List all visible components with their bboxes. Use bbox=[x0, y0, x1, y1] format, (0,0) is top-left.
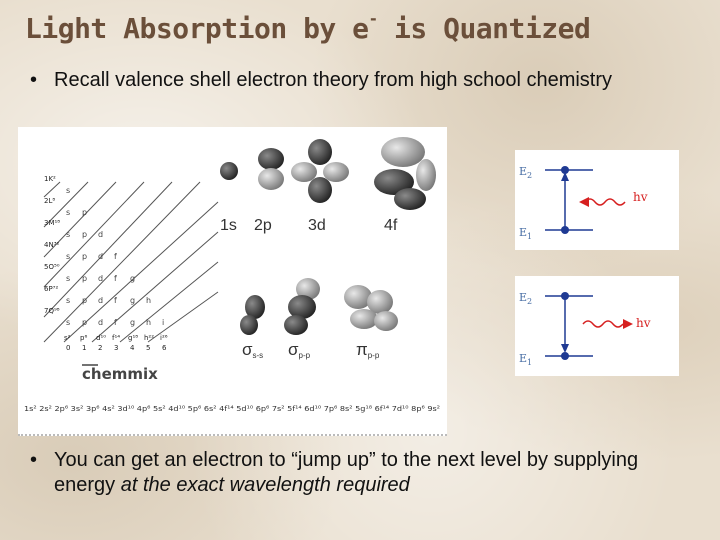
svg-text:d: d bbox=[98, 230, 103, 239]
shell-label: 1K² bbox=[44, 175, 56, 183]
svg-text:p: p bbox=[82, 208, 87, 217]
svg-text:h: h bbox=[146, 296, 151, 305]
level-label-lower: E1 bbox=[519, 226, 532, 241]
bullet-text: You can get an electron to “jump up” to … bbox=[54, 449, 639, 496]
svg-text:s: s bbox=[66, 208, 70, 217]
shell-labels: 1K² 2L⁸ 3M¹⁸ 4N³² 5O⁵⁰ 6P⁷² 7Q⁹⁸ bbox=[44, 175, 60, 315]
svg-text:g: g bbox=[130, 318, 135, 327]
svg-text:h²²: h²² bbox=[144, 334, 154, 342]
svg-text:s: s bbox=[66, 274, 70, 283]
svg-text:i: i bbox=[162, 318, 164, 327]
photon-arrow-icon bbox=[579, 197, 589, 207]
photon-wave-icon bbox=[584, 198, 626, 206]
energy-diagram-emission: E2 E1 hv bbox=[515, 276, 679, 376]
svg-text:s: s bbox=[66, 230, 70, 239]
photon-label: hv bbox=[636, 316, 651, 330]
photon-wave-icon bbox=[582, 320, 624, 328]
energy-diagram-absorption: E2 E1 hv bbox=[515, 150, 679, 250]
svg-text:s²: s² bbox=[64, 334, 71, 342]
bonding-label-sigma-pp: σp-p bbox=[288, 340, 311, 360]
aufbau-arrows bbox=[43, 181, 219, 343]
bullet-dot: • bbox=[30, 69, 38, 91]
svg-text:s: s bbox=[66, 296, 70, 305]
level-label-upper: E2 bbox=[519, 291, 532, 306]
svg-text:d: d bbox=[98, 252, 103, 261]
bullet-text: Recall valence shell electron theory fro… bbox=[54, 69, 613, 91]
arrow-up-icon bbox=[561, 172, 569, 181]
orbital-1s-shape bbox=[220, 162, 238, 180]
bonding-s-s-shape bbox=[240, 295, 265, 335]
arrow-down-icon bbox=[561, 344, 569, 353]
photon-label: hv bbox=[633, 190, 648, 204]
svg-text:5: 5 bbox=[146, 344, 150, 352]
level-label-upper: E2 bbox=[519, 165, 532, 180]
svg-text:g: g bbox=[130, 296, 135, 305]
svg-text:p: p bbox=[82, 230, 87, 239]
shell-label: 5O⁵⁰ bbox=[44, 263, 60, 271]
slide-title: Light Absorption by e- is Quantized bbox=[25, 8, 591, 45]
svg-text:d: d bbox=[98, 318, 103, 327]
shell-label: 6P⁷² bbox=[44, 285, 58, 293]
svg-text:f: f bbox=[114, 274, 117, 283]
bonding-p-p-sigma-shape bbox=[284, 278, 320, 335]
svg-text:f¹⁴: f¹⁴ bbox=[112, 334, 120, 342]
electron-dot bbox=[561, 226, 569, 234]
shell-label: 4N³² bbox=[44, 241, 59, 249]
svg-text:0: 0 bbox=[66, 344, 70, 352]
orbital-labels: 1s 2p 3d 4f bbox=[220, 217, 398, 234]
level-label-lower: E1 bbox=[519, 352, 532, 367]
svg-text:f: f bbox=[114, 252, 117, 261]
svg-text:d: d bbox=[98, 296, 103, 305]
svg-text:f: f bbox=[114, 318, 117, 327]
shell-label: 7Q⁹⁸ bbox=[44, 307, 60, 315]
orbital-label-3d: 3d bbox=[308, 217, 326, 234]
orbital-label-1s: 1s bbox=[220, 217, 237, 234]
orbital-chart-image: 1K² 2L⁸ 3M¹⁸ 4N³² 5O⁵⁰ 6P⁷² 7Q⁹⁸ s s p s p… bbox=[18, 127, 447, 436]
orbital-2p-shape bbox=[258, 148, 284, 170]
bonding-label-pi-pp: πp-p bbox=[356, 340, 380, 360]
svg-text:p: p bbox=[82, 274, 87, 283]
svg-text:d¹⁰: d¹⁰ bbox=[96, 334, 106, 342]
orbital-label-2p: 2p bbox=[254, 217, 272, 234]
orbital-3d-shape bbox=[291, 139, 349, 203]
svg-text:p: p bbox=[82, 252, 87, 261]
svg-text:4: 4 bbox=[130, 344, 135, 352]
svg-text:s: s bbox=[66, 186, 70, 195]
bonding-label-sigma-ss: σs-s bbox=[242, 340, 263, 360]
svg-text:g: g bbox=[130, 274, 135, 283]
svg-text:p⁶: p⁶ bbox=[80, 334, 87, 342]
shell-label: 3M¹⁸ bbox=[44, 219, 60, 227]
svg-text:d: d bbox=[98, 274, 103, 283]
svg-text:s: s bbox=[66, 252, 70, 261]
emphasis-text: at the exact wavelength required bbox=[120, 474, 410, 496]
column-headers: s² p⁶ d¹⁰ f¹⁴ g¹⁸ h²² i²⁶ 0 1 2 3 4 5 6 bbox=[64, 334, 168, 352]
svg-text:1: 1 bbox=[82, 344, 86, 352]
svg-text:i²⁶: i²⁶ bbox=[160, 334, 168, 342]
bullet-dot: • bbox=[30, 449, 38, 471]
bonding-labels: σs-s σp-p πp-p bbox=[242, 340, 380, 360]
electron-dot bbox=[561, 292, 569, 300]
subshell-grid: s s p s p d s p d f s p d f g s p d f g h s p d f g h i bbox=[66, 186, 164, 327]
bonding-p-p-pi-shape bbox=[344, 285, 398, 331]
svg-text:s: s bbox=[66, 318, 70, 327]
electron-dot bbox=[561, 166, 569, 174]
svg-text:p: p bbox=[82, 318, 87, 327]
orbital-4f-shape bbox=[374, 137, 436, 210]
shell-label: 2L⁸ bbox=[44, 197, 55, 205]
chemmix-logo: chemmix bbox=[82, 365, 158, 383]
orbital-label-4f: 4f bbox=[384, 217, 398, 234]
electron-dot bbox=[561, 352, 569, 360]
svg-text:p: p bbox=[82, 296, 87, 305]
photon-arrow-icon bbox=[623, 319, 633, 329]
orbital-chart-svg: 1K² 2L⁸ 3M¹⁸ 4N³² 5O⁵⁰ 6P⁷² 7Q⁹⁸ s s p s p… bbox=[24, 137, 440, 413]
svg-text:g¹⁸: g¹⁸ bbox=[128, 334, 138, 342]
svg-text:h: h bbox=[146, 318, 151, 327]
electron-config-line: 1s² 2s² 2p⁶ 3s² 3p⁶ 4s² 3d¹⁰ 4p⁶ 5s² 4d¹… bbox=[24, 404, 440, 413]
svg-text:2: 2 bbox=[98, 344, 102, 352]
svg-text:f: f bbox=[114, 296, 117, 305]
svg-text:3: 3 bbox=[114, 344, 118, 352]
svg-text:6: 6 bbox=[162, 344, 167, 352]
